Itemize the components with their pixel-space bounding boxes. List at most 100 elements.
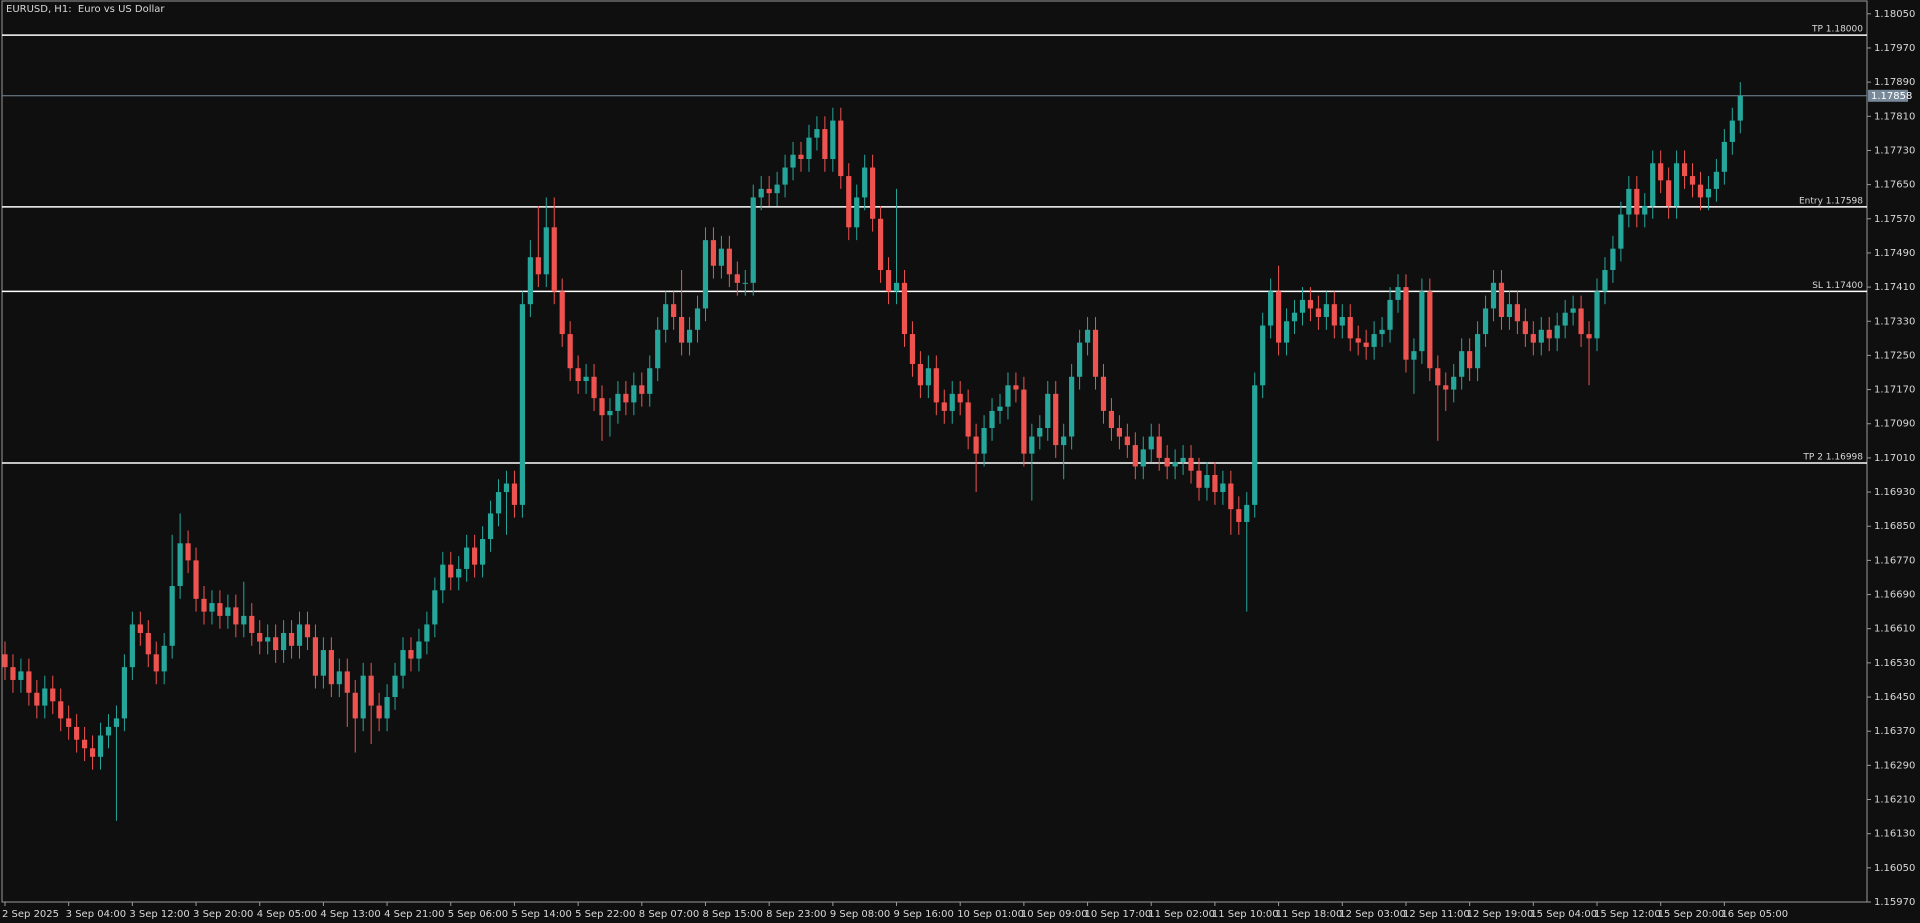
x-tick-label: 8 Sep 07:00 xyxy=(639,909,699,920)
candle-body xyxy=(1061,436,1067,446)
y-tick-label: 1.17410 xyxy=(1874,282,1915,293)
candle-body xyxy=(511,483,518,505)
y-tick-label: 1.16050 xyxy=(1874,863,1915,874)
candle-body xyxy=(304,624,311,638)
x-tick-label: 5 Sep 06:00 xyxy=(448,909,508,920)
candle-body xyxy=(74,726,80,740)
x-tick-label: 15 Sep 12:00 xyxy=(1594,909,1661,920)
candle-body xyxy=(822,129,828,159)
x-tick-label: 9 Sep 16:00 xyxy=(894,909,954,920)
candle-body xyxy=(1371,334,1377,347)
level-label: Entry 1.17598 xyxy=(1799,196,1863,206)
candle-body xyxy=(1276,291,1282,343)
y-tick-label: 1.17090 xyxy=(1874,419,1915,430)
candle-body xyxy=(1077,342,1083,377)
candle-body xyxy=(1618,214,1624,249)
candle-body xyxy=(1705,188,1712,198)
candle-body xyxy=(281,632,287,651)
candle-body xyxy=(726,248,732,275)
candle-body xyxy=(265,637,271,642)
candle-body xyxy=(1546,329,1552,339)
y-tick-label: 1.16850 xyxy=(1874,521,1915,532)
candle-body xyxy=(1204,474,1210,488)
y-tick-label: 1.17010 xyxy=(1874,453,1915,464)
candle-body xyxy=(1252,385,1258,505)
candle-body xyxy=(352,692,358,719)
candle-body xyxy=(1387,299,1393,330)
y-tick-label: 1.17650 xyxy=(1874,180,1915,191)
chart-title: EURUSD, H1: Euro vs US Dollar xyxy=(6,4,165,15)
candle-body xyxy=(89,748,96,757)
candle-body xyxy=(1689,176,1696,185)
x-tick-label: 15 Sep 20:00 xyxy=(1658,909,1725,920)
candle-body xyxy=(1681,163,1688,177)
candle-body xyxy=(917,363,923,386)
candle-body xyxy=(535,257,541,275)
x-tick-label: 5 Sep 22:00 xyxy=(575,909,635,920)
candle-body xyxy=(997,406,1003,411)
x-tick-label: 3 Sep 20:00 xyxy=(193,909,253,920)
candle-body xyxy=(527,257,533,305)
candle-body xyxy=(1451,376,1457,390)
candle-body xyxy=(1315,308,1321,317)
x-tick-label: 3 Sep 12:00 xyxy=(129,909,189,920)
candle-body xyxy=(296,624,303,646)
plot-frame xyxy=(1,0,1868,903)
candle-body xyxy=(503,483,510,493)
candle-body xyxy=(400,650,406,676)
candle-body xyxy=(965,402,971,437)
candle-body xyxy=(702,240,709,309)
x-tick-label: 10 Sep 09:00 xyxy=(1021,909,1088,920)
x-tick-label: 10 Sep 01:00 xyxy=(957,909,1024,920)
y-tick-label: 1.17330 xyxy=(1874,316,1915,327)
candle-body xyxy=(838,120,844,177)
y-tick-label: 1.16530 xyxy=(1874,658,1915,669)
candle-body xyxy=(1363,342,1369,347)
candle-body xyxy=(464,547,470,569)
candle-body xyxy=(480,539,486,565)
y-tick-label: 1.16690 xyxy=(1874,590,1915,601)
x-tick-label: 11 Sep 18:00 xyxy=(1276,909,1343,920)
candle-body xyxy=(344,671,350,693)
candle-body xyxy=(909,334,916,364)
y-tick-label: 1.18050 xyxy=(1874,9,1915,20)
y-tick-label: 1.15970 xyxy=(1874,897,1915,908)
candle-body xyxy=(26,671,32,693)
candle-body xyxy=(1674,163,1680,206)
level-label: SL 1.17400 xyxy=(1812,281,1863,291)
candle-body xyxy=(1220,483,1226,493)
candle-body xyxy=(1307,299,1314,309)
candle-body xyxy=(567,334,573,369)
candle-body xyxy=(1395,287,1401,300)
candle-body xyxy=(1666,180,1672,206)
candle-body xyxy=(1467,351,1473,369)
candle-body xyxy=(50,688,56,702)
candle-body xyxy=(846,176,852,228)
candle-body xyxy=(1148,436,1154,450)
candle-body xyxy=(18,671,24,680)
candle-body xyxy=(862,167,868,198)
candle-body xyxy=(432,590,438,625)
x-tick-label: 4 Sep 05:00 xyxy=(257,909,317,920)
candle-body xyxy=(153,654,159,672)
candle-body xyxy=(1498,282,1505,317)
candle-body xyxy=(177,543,183,587)
candle-body xyxy=(973,436,979,454)
candle-body xyxy=(241,615,247,625)
x-tick-label: 4 Sep 13:00 xyxy=(320,909,380,920)
y-tick-label: 1.17970 xyxy=(1874,43,1915,54)
candle-body xyxy=(392,675,398,698)
candle-body xyxy=(320,650,326,676)
candle-body xyxy=(58,701,64,719)
candle-body xyxy=(575,368,581,382)
y-tick-label: 1.17170 xyxy=(1874,385,1915,396)
candle-body xyxy=(1108,410,1115,429)
candle-body xyxy=(1427,291,1433,369)
y-tick-label: 1.17730 xyxy=(1874,145,1915,156)
candle-body xyxy=(925,368,931,386)
candle-body xyxy=(559,291,565,335)
candle-body xyxy=(1084,329,1091,343)
x-tick-label: 8 Sep 15:00 xyxy=(702,909,762,920)
